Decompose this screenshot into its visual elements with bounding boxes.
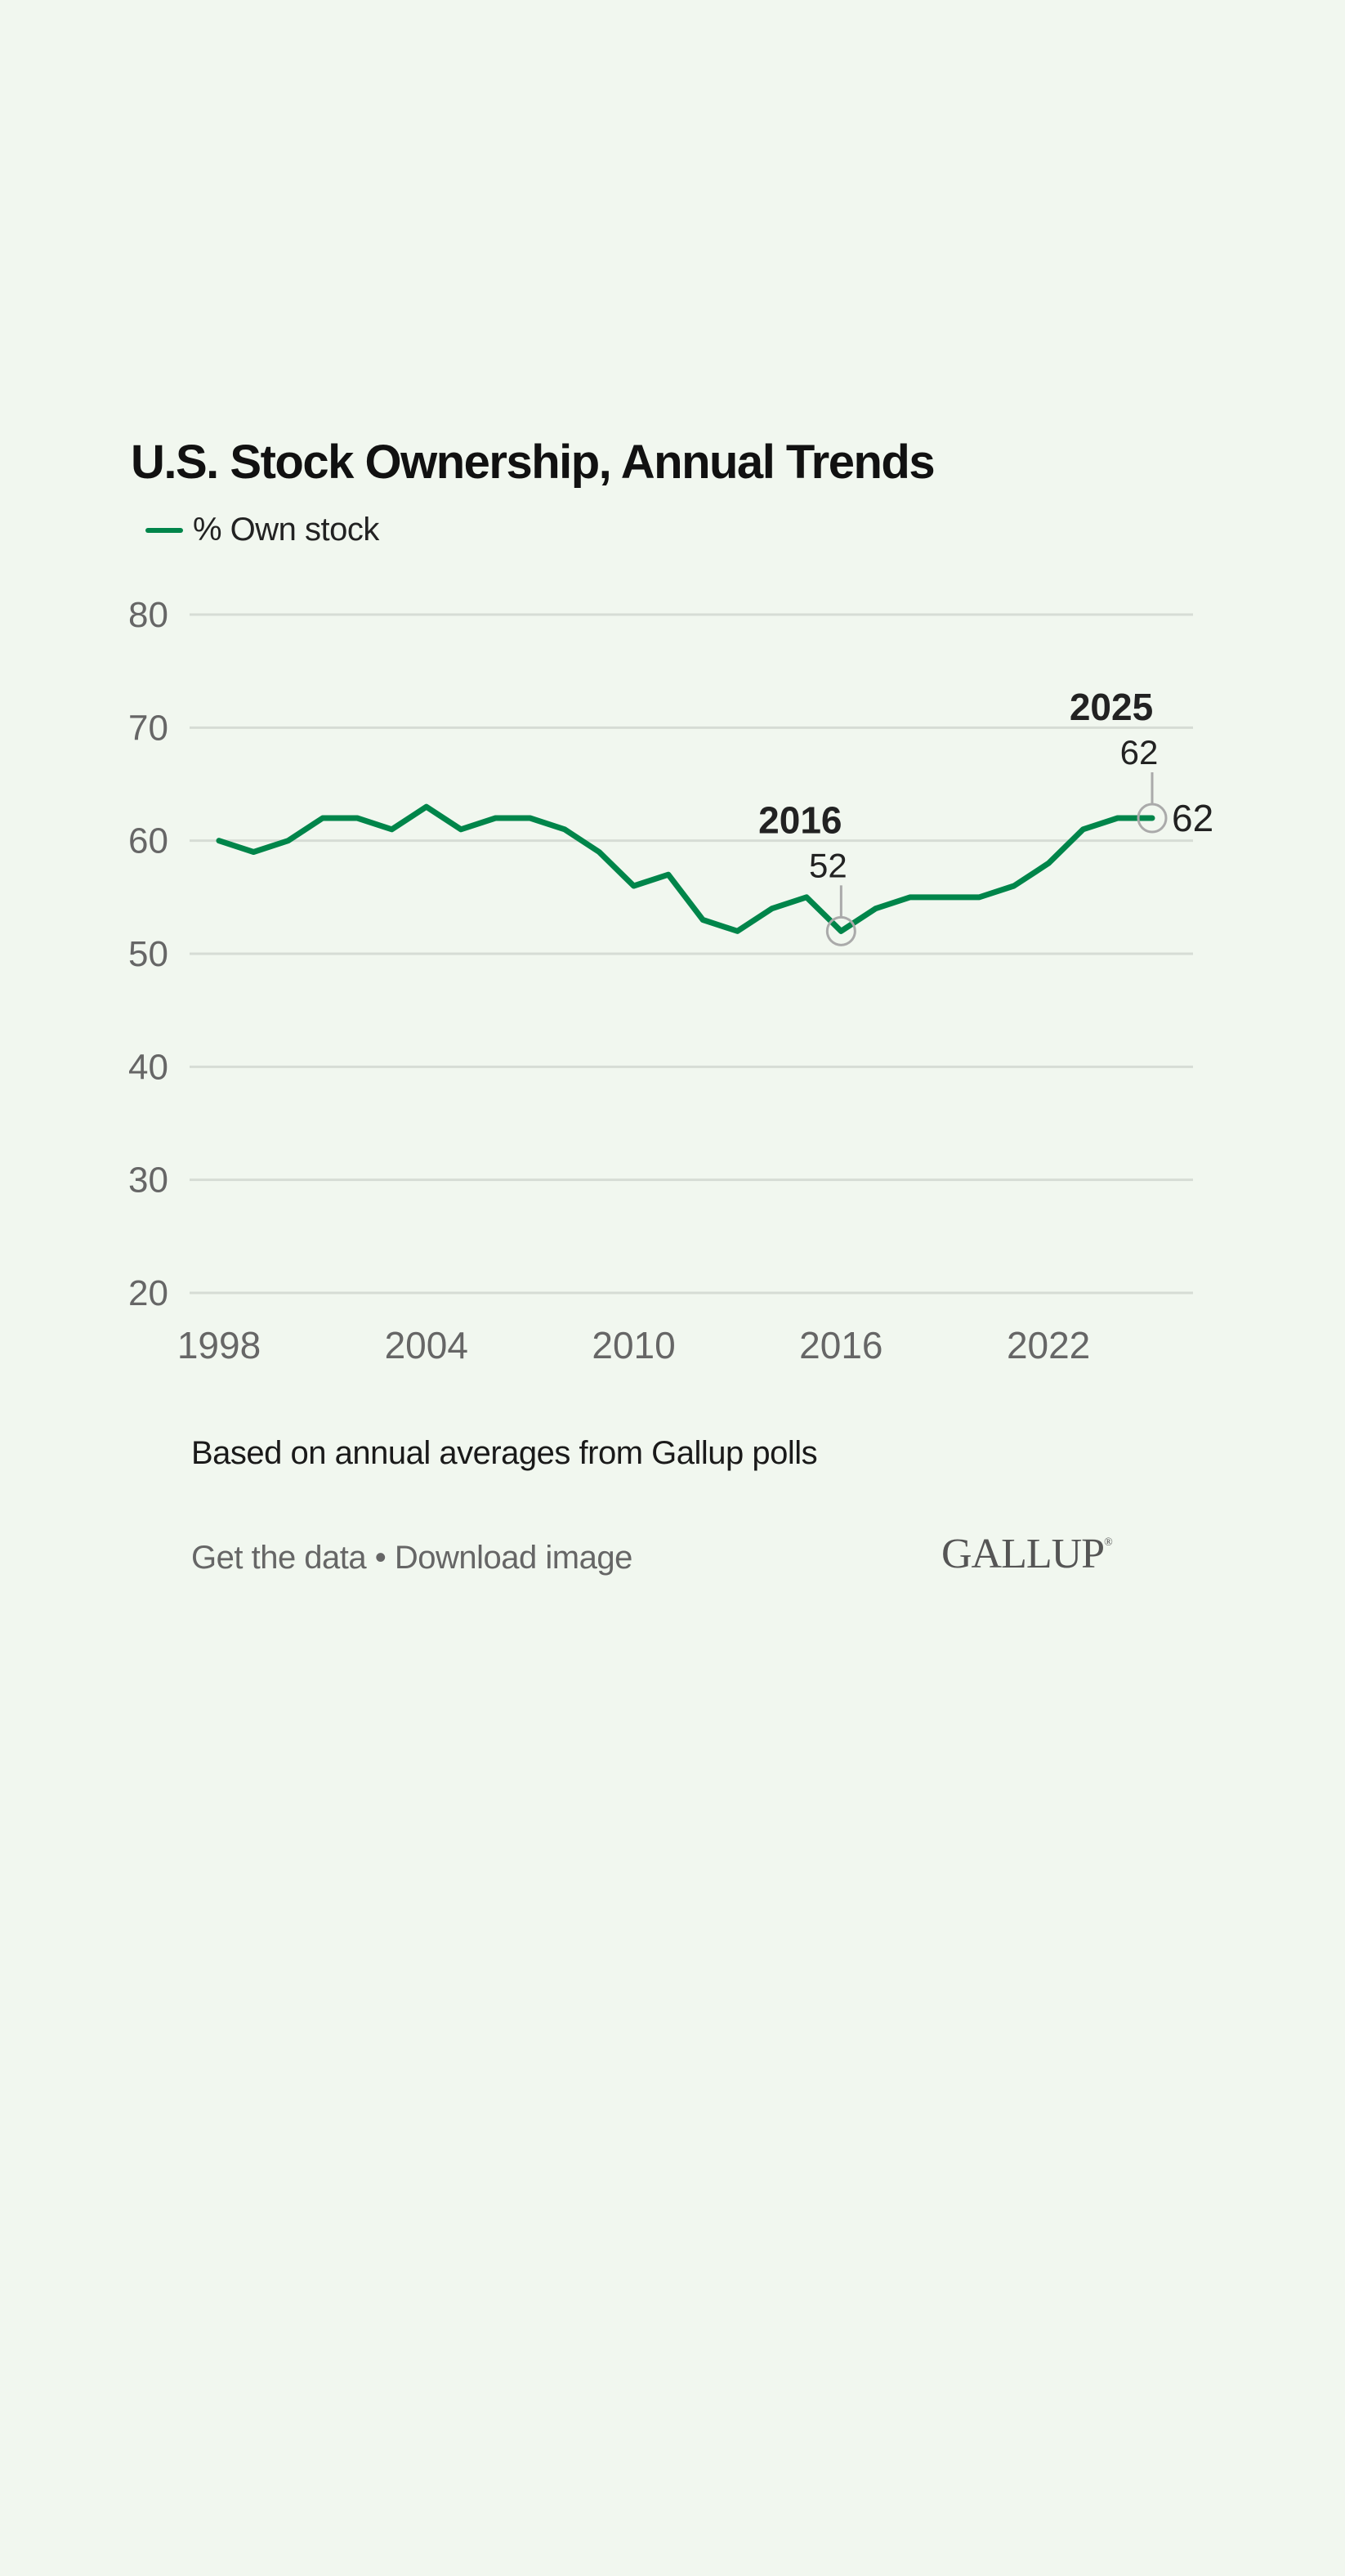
download-image-link[interactable]: Download image	[394, 1540, 632, 1576]
y-tick-label: 80	[128, 595, 168, 635]
annotation-year: 2016	[758, 798, 842, 841]
chart-title: U.S. Stock Ownership, Annual Trends	[131, 436, 936, 489]
legend: % Own stock	[145, 512, 379, 548]
y-tick-label: 20	[128, 1273, 168, 1313]
separator: •	[366, 1540, 395, 1576]
x-tick-label: 1998	[177, 1324, 261, 1366]
source-note: Based on annual averages from Gallup pol…	[191, 1435, 818, 1471]
annotation-value: 62	[1120, 733, 1159, 771]
series-line	[216, 803, 1155, 934]
footer-links: Get the data • Download image	[191, 1540, 632, 1576]
legend-label: % Own stock	[193, 512, 379, 548]
y-tick-label: 30	[128, 1161, 168, 1201]
annotation-circle	[825, 915, 856, 946]
x-tick-label: 2016	[799, 1324, 883, 1366]
get-data-link[interactable]: Get the data	[191, 1540, 367, 1576]
y-tick-label: 50	[128, 934, 168, 974]
annotation-value: 52	[809, 846, 847, 884]
y-tick-label: 40	[128, 1047, 168, 1087]
end-value-label: 62	[1172, 797, 1213, 839]
annotation-circle	[1137, 803, 1168, 834]
y-tick-label: 70	[128, 708, 168, 748]
x-tick-label: 2022	[1007, 1324, 1090, 1366]
gallup-logo: GALLUP®	[941, 1531, 1113, 1577]
y-tick-label: 60	[128, 821, 168, 861]
x-tick-label: 2004	[385, 1324, 468, 1366]
annotation-year: 2025	[1070, 686, 1153, 728]
legend-swatch	[145, 527, 183, 533]
x-tick-label: 2010	[592, 1324, 675, 1366]
